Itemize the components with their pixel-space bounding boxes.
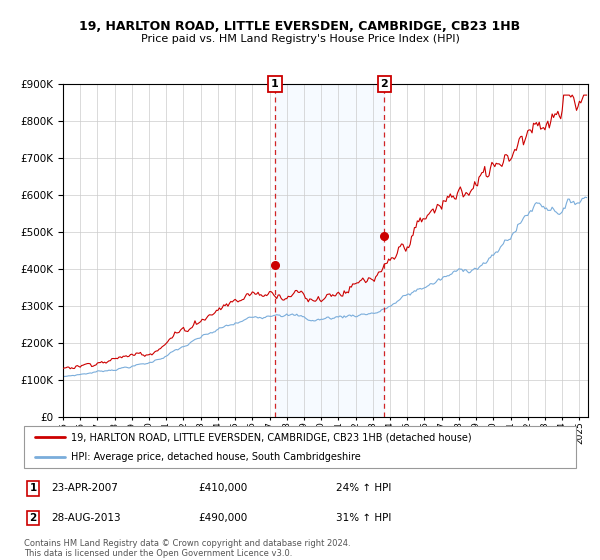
Bar xyxy=(275,84,384,417)
Text: 31% ↑ HPI: 31% ↑ HPI xyxy=(336,513,391,523)
Text: 1: 1 xyxy=(271,79,279,89)
Text: 2: 2 xyxy=(29,513,37,523)
Text: 19, HARLTON ROAD, LITTLE EVERSDEN, CAMBRIDGE, CB23 1HB (detached house): 19, HARLTON ROAD, LITTLE EVERSDEN, CAMBR… xyxy=(71,432,472,442)
Text: HPI: Average price, detached house, South Cambridgeshire: HPI: Average price, detached house, Sout… xyxy=(71,452,361,462)
Text: 2: 2 xyxy=(380,79,388,89)
Text: £490,000: £490,000 xyxy=(198,513,247,523)
Text: 24% ↑ HPI: 24% ↑ HPI xyxy=(336,483,391,493)
Text: Price paid vs. HM Land Registry's House Price Index (HPI): Price paid vs. HM Land Registry's House … xyxy=(140,34,460,44)
Text: 1: 1 xyxy=(29,483,37,493)
Text: 23-APR-2007: 23-APR-2007 xyxy=(51,483,118,493)
FancyBboxPatch shape xyxy=(24,426,576,468)
Text: £410,000: £410,000 xyxy=(198,483,247,493)
Text: 19, HARLTON ROAD, LITTLE EVERSDEN, CAMBRIDGE, CB23 1HB: 19, HARLTON ROAD, LITTLE EVERSDEN, CAMBR… xyxy=(79,20,521,32)
Text: Contains HM Land Registry data © Crown copyright and database right 2024.
This d: Contains HM Land Registry data © Crown c… xyxy=(24,539,350,558)
Text: 28-AUG-2013: 28-AUG-2013 xyxy=(51,513,121,523)
